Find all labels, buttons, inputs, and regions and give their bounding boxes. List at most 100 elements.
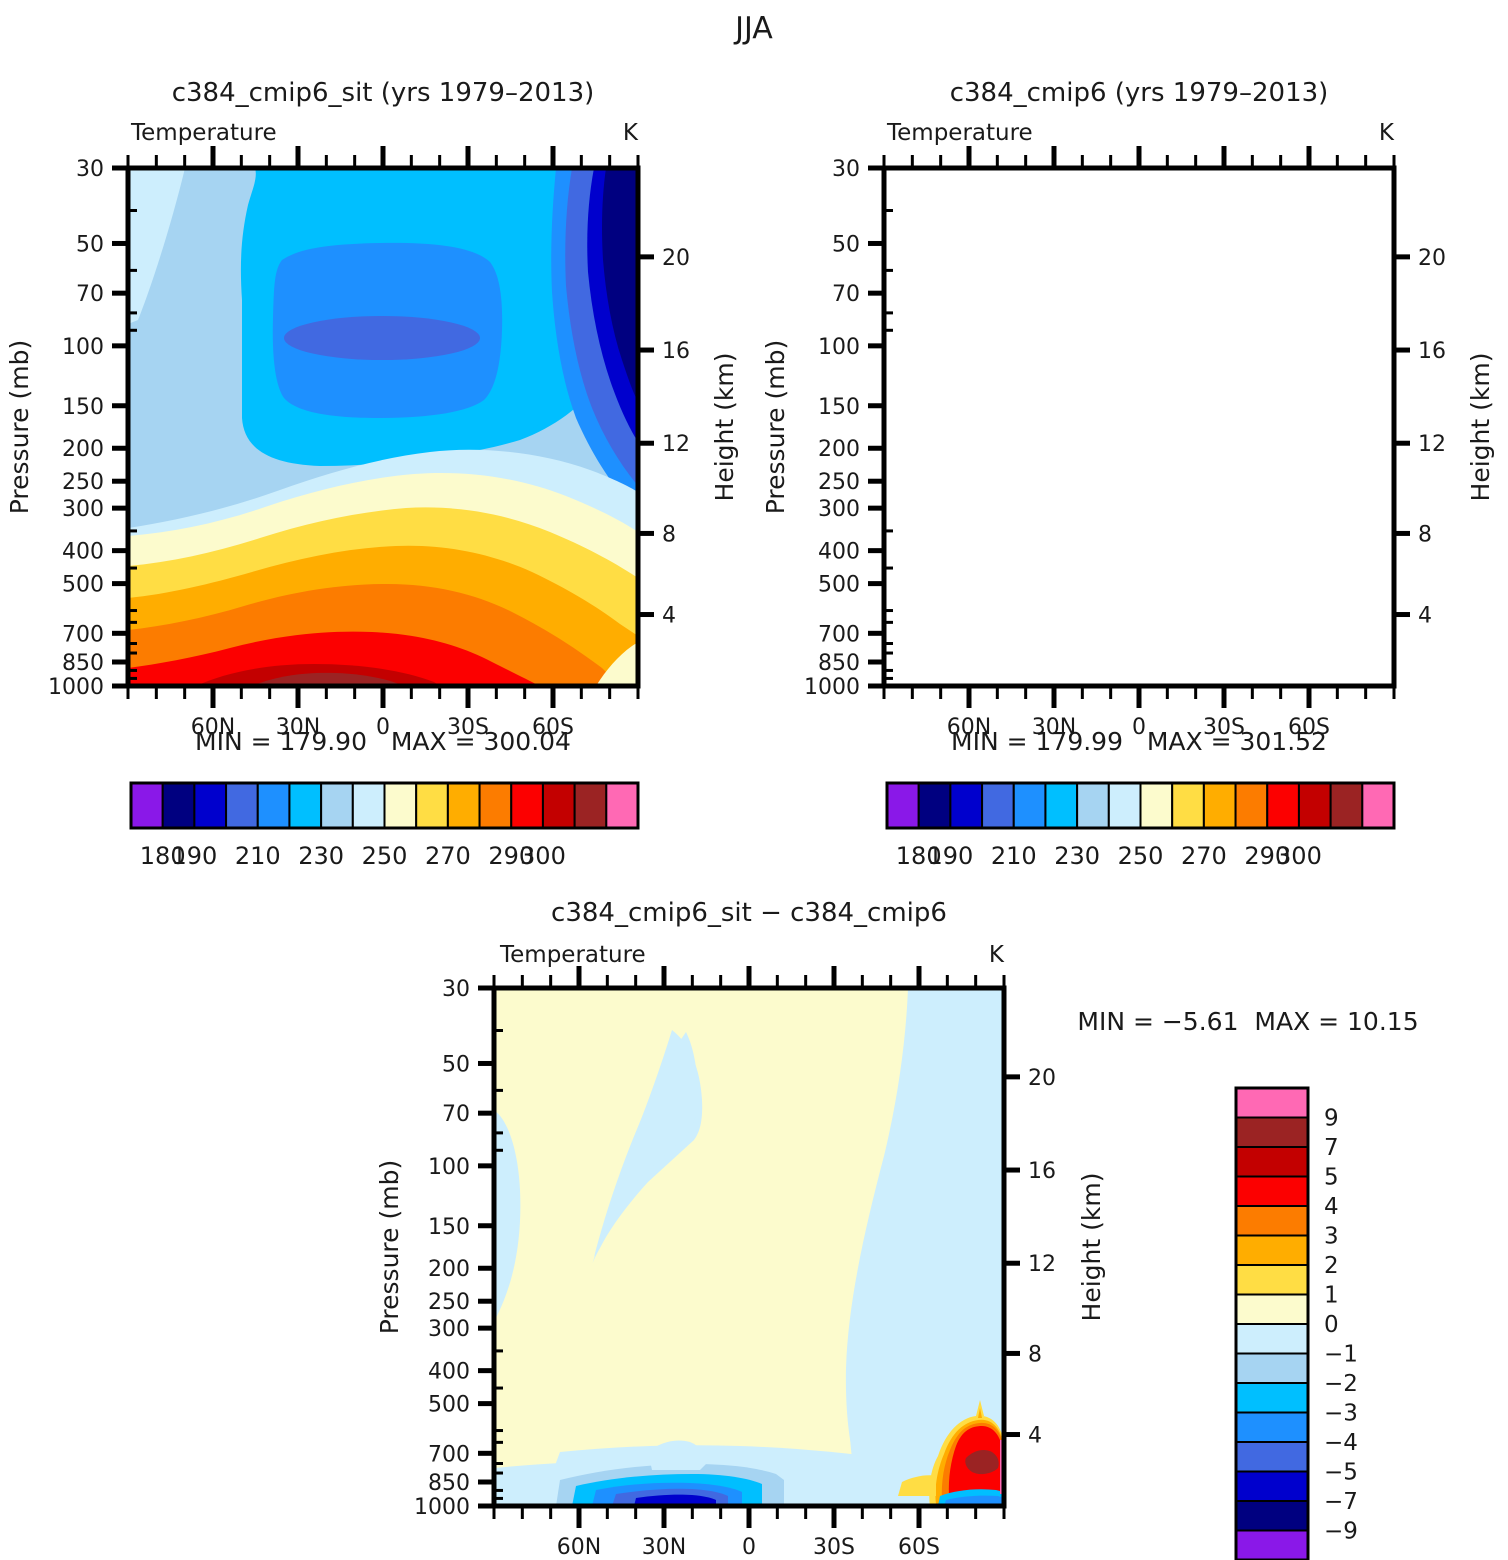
colorbar-right-tick-label: 270 [1181,842,1227,870]
panel-right-ytick-label: 70 [832,282,860,307]
colorbar-diff-swatch [1235,1293,1309,1325]
colorbar-left-swatch [478,782,513,829]
panel-diff-y2tick-label: 16 [1028,1159,1056,1184]
panel-left-ytick-label: 100 [62,335,104,360]
panel-right-y2tick-label: 4 [1418,604,1432,629]
colorbar-right-swatch [1076,782,1110,829]
panel-right-ytick-label: 400 [818,540,860,565]
panel-left-ytick-label: 30 [76,157,104,182]
panel-left-y2tick-label: 8 [662,522,676,547]
colorbar-left-tick-label: 290 [488,842,534,870]
panel-left-ytick-label: 850 [62,651,104,676]
panel-diff-min: MIN = −5.61 [1077,1007,1238,1036]
panel-diff-units-label: K [989,942,1005,968]
colorbar-right-tick-label: 250 [1118,842,1164,870]
panel-left-ytick-label: 50 [76,232,104,257]
panel-left-axes: 3050701001502002503004005007008501000481… [48,146,690,740]
panel-left-ylabel: Pressure (mb) [5,340,34,514]
colorbar-diff-tick-label: −4 [1324,1430,1358,1456]
colorbar-diff-swatch [1235,1441,1309,1473]
panel-right-minmax: MIN = 179.99 MAX = 301.52 [951,727,1327,756]
panel-diff-ytick-label: 700 [428,1442,470,1467]
panel-diff-ytick-label: 70 [442,1102,470,1127]
panel-left-minmax: MIN = 179.90 MAX = 300.04 [195,727,571,756]
panel-right-min: MIN = 179.99 [951,727,1123,756]
panel-diff-xtick-label: 30N [642,1535,686,1560]
colorbar-left-tick-label: 180 [140,842,186,870]
panel-left-y2tick-label: 16 [662,339,690,364]
panel-left-contours [128,168,638,686]
panel-diff-ytick-label: 850 [428,1471,470,1496]
colorbar-right-swatch [1044,782,1079,829]
colorbar-left-swatch [510,782,544,829]
colorbar-right-tick-label: 300 [1276,842,1322,870]
panel-left-ytick-label: 1000 [48,675,104,700]
colorbar-left-tick-label: 230 [298,842,344,870]
panel-left-y2label: Height (km) [710,353,739,502]
colorbar-left-swatch [256,782,291,829]
colorbar-left-swatch [193,782,228,829]
colorbar-right-frame [885,781,1396,830]
panel-right-ytick-label: 850 [818,651,860,676]
colorbar-left-tick-label: 210 [235,842,281,870]
colorbar-left-swatch [161,782,196,829]
panel-diff: c384_cmip6_sit − c384_cmip6 Temperature … [491,898,1007,1509]
panel-left-ytick-label: 200 [62,437,104,462]
colorbar-right-swatch [1202,782,1237,829]
colorbar-left-swatch [130,782,164,829]
colorbar-diff-swatch [1235,1175,1309,1207]
colorbar-left-swatch [415,782,449,829]
panel-right-y2tick-label: 20 [1418,246,1446,271]
colorbar-right-swatch [1329,782,1364,829]
panel-right-title: c384_cmip6 (yrs 1979–2013) [950,78,1329,108]
panel-left-ytick-label: 400 [62,540,104,565]
panel-diff-axes: 3050701001502002503004005007008501000481… [414,966,1056,1560]
colorbar-left-frame [129,781,640,830]
panel-right-xtick-label: 30N [1032,715,1076,740]
colorbar-left-swatch [446,782,481,829]
panel-left-y2tick-label: 4 [662,604,676,629]
panel-diff-title: c384_cmip6_sit − c384_cmip6 [551,898,947,928]
panel-left-xtick-label: 60N [191,715,235,740]
colorbar-diff-tick-label: −1 [1324,1342,1358,1368]
colorbar-right-swatch [981,782,1015,829]
panel-diff-ytick-label: 150 [428,1215,470,1240]
colorbar-right-swatch [1171,782,1205,829]
panel-left-xtick-label: 60S [532,715,574,740]
panel-diff-contours [494,988,1004,1506]
colorbar-right-swatch [917,782,952,829]
colorbar-right-swatch [1266,782,1300,829]
panel-right-variable-label: Temperature [886,120,1033,146]
panel-diff-y2tick-label: 12 [1028,1252,1056,1277]
colorbar-diff-swatch [1235,1500,1309,1532]
colorbar-diff-tick-label: 5 [1324,1165,1339,1191]
colorbar-left-swatch [605,782,639,829]
panel-diff-xtick-label: 60N [557,1535,601,1560]
colorbar-diff-swatch [1235,1352,1309,1384]
panel-left-y2tick-label: 20 [662,246,690,271]
colorbar-left-swatch [320,782,354,829]
colorbar-diff-swatch [1235,1116,1309,1148]
panel-diff-xtick-label: 0 [742,1535,756,1560]
colorbar-right-swatch [1107,782,1142,829]
colorbar-diff-swatch [1235,1205,1309,1237]
colorbar-right-tick-label: 210 [991,842,1037,870]
colorbar-diff-swatch [1235,1234,1309,1266]
panel-diff-y2tick-label: 20 [1028,1066,1056,1091]
main-title: JJA [733,11,773,46]
panel-right-ytick-label: 300 [818,497,860,522]
colorbar-left-tick-label: 250 [362,842,408,870]
panel-right-y2tick-label: 12 [1418,432,1446,457]
panel-right-ylabel: Pressure (mb) [761,340,790,514]
panel-right-ytick-label: 30 [832,157,860,182]
colorbar-right-swatch [1361,782,1395,829]
panel-diff-ytick-label: 500 [428,1393,470,1418]
colorbar-diff-tick-label: 7 [1324,1135,1339,1161]
colorbar-left-swatch [541,782,576,829]
colorbar-diff-swatch [1235,1529,1309,1560]
panel-diff-ytick-label: 250 [428,1290,470,1315]
panel-left-units-label: K [623,120,639,146]
panel-diff-ytick-label: 1000 [414,1495,470,1520]
colorbar-diff-swatch [1235,1087,1309,1119]
